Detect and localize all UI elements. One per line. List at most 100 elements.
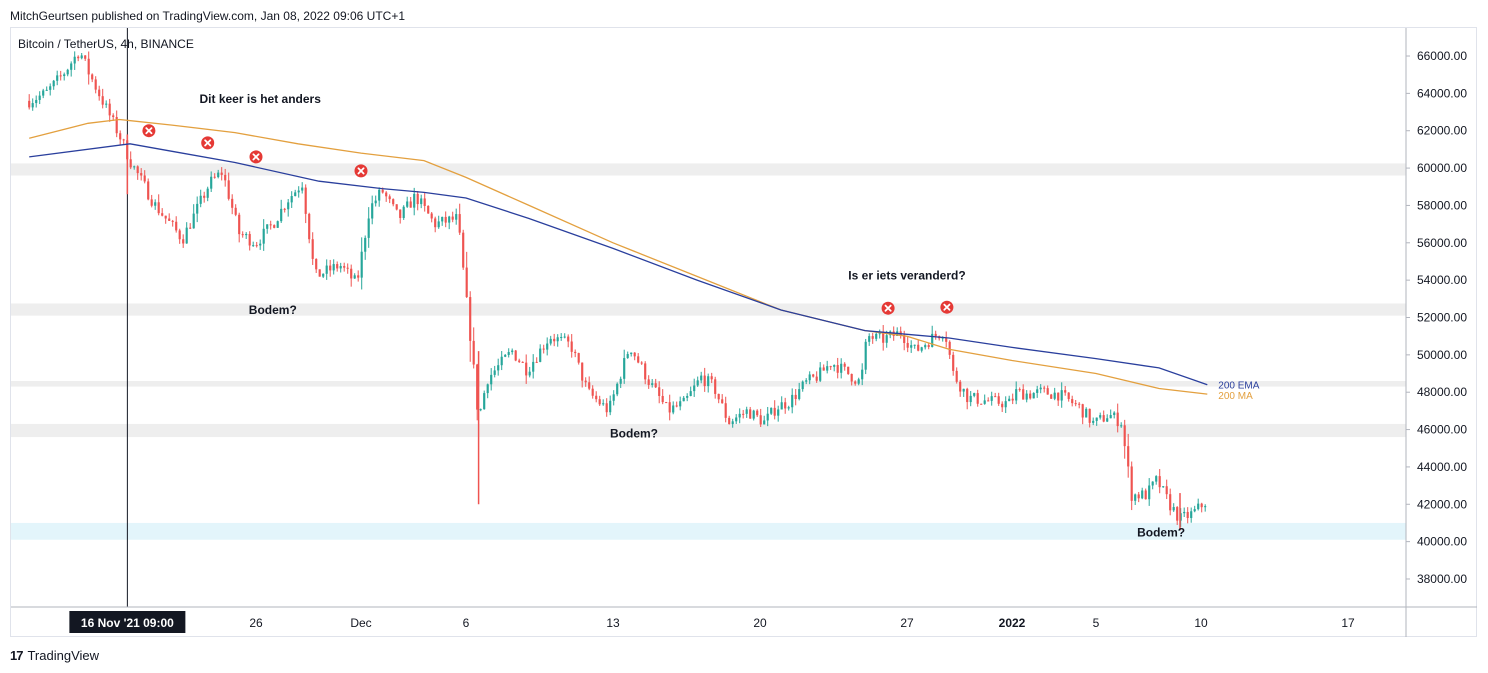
price-tick-label: 66000.00 [1417,49,1467,63]
candle-down [430,213,433,219]
price-tick-label: 50000.00 [1417,348,1467,362]
candle-up [616,383,619,395]
candle-up [199,195,202,204]
candle-down [112,115,115,118]
candle-up [1120,425,1123,427]
candle-down [178,230,181,240]
candle-up [35,99,38,104]
candle-down [28,100,31,108]
candle-down [308,213,311,240]
candle-down [1050,394,1053,399]
footer-branding[interactable]: 17 TradingView [10,648,99,663]
candle-down [829,366,832,368]
published-by-line: MitchGeurtsen published on TradingView.c… [10,9,406,23]
candle-down [633,352,636,357]
candle-down [728,417,731,425]
candle-down [966,388,969,403]
candle-down [213,176,216,178]
candle-down [742,413,745,415]
candle-up [490,374,493,385]
candle-down [994,396,997,398]
candle-down [1078,403,1081,405]
candle-down [605,403,608,413]
candle-up [262,228,265,244]
candle-up [1204,506,1207,508]
candle-up [339,266,342,269]
candle-up [45,89,48,91]
candle-up [885,335,888,343]
candle-up [763,420,766,425]
candle-down [451,216,454,220]
candle-down [675,405,678,407]
candle-down [721,399,724,404]
candle-down [812,374,815,377]
candle-down [98,89,101,97]
crosshair-label: 16 Nov '21 09:00 [81,616,174,630]
candle-down [171,220,174,222]
candle-down [584,380,587,383]
rejection-marker-icon [940,300,954,314]
candle-down [87,58,90,75]
zone-support-3 [11,423,1406,438]
candle-up [913,344,916,346]
candle-up [500,356,503,366]
candle-up [297,190,300,193]
candle-down [1064,390,1067,393]
candle-down [315,258,318,270]
candle-down [416,193,419,205]
candle-down [637,356,640,363]
candle-down [591,388,594,396]
candle-down [318,269,321,277]
candle-up [1113,412,1116,416]
price-tick-label: 54000.00 [1417,273,1467,287]
candle-down [84,55,87,59]
candle-down [350,268,353,279]
candle-up [700,375,703,381]
candle-down [458,214,461,233]
candle-up [259,243,262,246]
candle-up [266,224,269,229]
candle-down [399,209,402,218]
candle-down [273,225,276,228]
candle-down [476,364,479,410]
time-tick-label: 5 [1093,616,1100,630]
candle-down [311,239,314,259]
candle-up [49,86,52,90]
candle-down [836,365,839,373]
zone-resistance-1 [11,303,1406,316]
candle-down [703,375,706,387]
price-tick-label: 60000.00 [1417,161,1467,175]
annotation-1: Bodem? [249,303,297,317]
candle-down [756,410,759,416]
candle-down [227,180,230,199]
candle-down [423,198,426,206]
rejection-marker-icon [249,150,263,164]
candle-up [1095,417,1098,421]
candle-down [574,351,577,354]
candle-down [903,335,906,343]
candle-up [868,336,871,342]
candle-down [427,205,430,214]
candle-down [248,233,251,246]
candle-down [948,341,951,355]
candle-down [1071,399,1074,404]
candle-down [168,218,171,221]
time-tick-label: 13 [606,616,620,630]
candle-down [1127,446,1130,467]
candle-up [479,409,482,411]
candle-down [595,395,598,400]
candle-up [1025,393,1028,400]
candle-up [192,213,195,229]
candle-up [679,401,682,407]
marker-cross [252,153,260,161]
candle-down [234,207,237,215]
candle-up [910,345,913,348]
tradingview-logo-icon: 17 [10,648,24,663]
candle-down [94,79,97,90]
candle-down [581,362,584,381]
candle-up [1008,398,1011,402]
zone-bottom-4 [11,522,1406,540]
candle-up [962,388,965,392]
candle-down [525,362,528,376]
